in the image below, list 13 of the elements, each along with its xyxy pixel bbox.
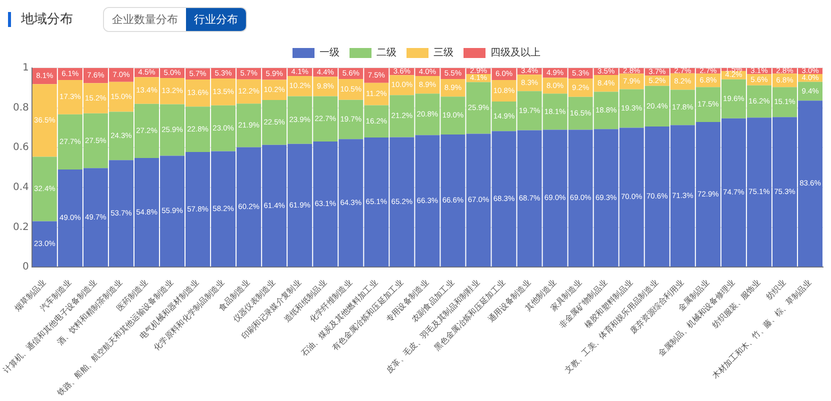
y-tick-label: 1 [22, 62, 29, 74]
legend-label: 三级 [434, 46, 454, 59]
legend-label: 四级及以上 [490, 46, 540, 59]
y-tick-label: 0.8 [12, 102, 29, 114]
y-tick-label: 0.2 [12, 222, 29, 233]
chart-title: 地域分布 [21, 11, 74, 28]
y-tick-label: 0.6 [12, 142, 29, 154]
y-tick-label: 0 [22, 262, 29, 273]
text: 行业分布 [186, 8, 246, 30]
text: 企业数量分布 [104, 8, 186, 30]
legend-label: 二级 [376, 46, 396, 59]
y-tick-label: 0.4 [12, 182, 29, 194]
legend-label: 一级 [320, 46, 340, 59]
